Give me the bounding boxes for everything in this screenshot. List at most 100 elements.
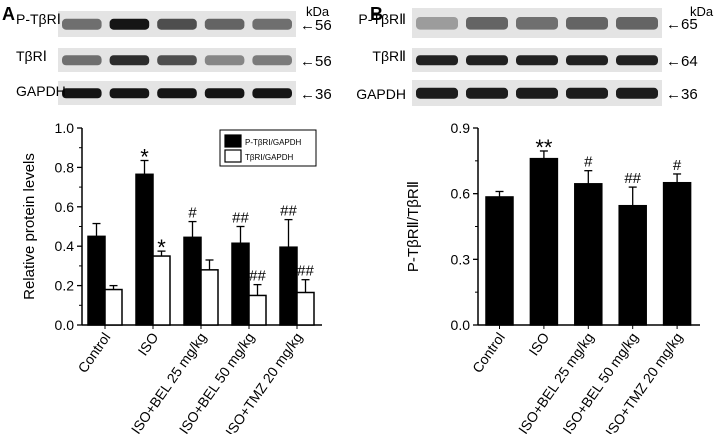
x-tick-label: Control: [469, 330, 508, 376]
bar: [104, 288, 123, 326]
blot-band: [204, 88, 245, 99]
panel-label-a: A: [2, 4, 15, 24]
blot-label: P-TβRⅠ: [16, 11, 61, 27]
blot-label: GAPDH: [16, 83, 66, 99]
blot-band: [157, 55, 197, 66]
significance-label: *: [157, 235, 166, 260]
significance-label: ##: [280, 203, 297, 220]
bar: [279, 246, 298, 326]
panel-label-b: B: [370, 4, 383, 24]
bar: [87, 235, 106, 326]
x-tick-label: ISO+TMZ 20 mg/kg: [602, 330, 685, 434]
blot-band: [566, 87, 608, 99]
blot-band: [616, 17, 658, 30]
bar: [135, 173, 154, 326]
blot-row-0-1: TβRⅠ ←56: [16, 48, 332, 72]
blot-label: TβRⅡ: [372, 48, 406, 64]
significance-label: ##: [297, 263, 314, 280]
chart-a: 0.0 0.2 0.4 0.6 0.8 1.0 Relative protein level…: [21, 120, 322, 434]
y-axis-label: Relative protein levels: [21, 153, 38, 300]
y-tick-label: 0.0: [55, 317, 75, 333]
blot-band: [109, 88, 150, 99]
blot-band: [109, 18, 150, 30]
western-blots: P-TβRⅠ ←56 TβRⅠ ←56 GAPDH ←36 P-TβRⅡ ←65 TβRⅡ ←64…: [16, 4, 714, 106]
blot-band: [204, 18, 245, 30]
blot-band: [566, 17, 608, 30]
significance-label: **: [535, 135, 553, 160]
legend-swatch: [224, 134, 242, 148]
x-tick-label: ISO: [525, 329, 552, 358]
blot-band: [416, 17, 458, 30]
kda-header-b: kDa: [690, 4, 714, 19]
y-tick-label: 1.0: [55, 120, 75, 136]
y-axis-label: P-TβRⅡ/TβRⅡ: [405, 181, 422, 272]
blot-band: [62, 88, 102, 99]
blot-kda-marker: ←56: [300, 17, 332, 34]
x-tick-label: ISO: [135, 329, 162, 358]
blot-band: [616, 55, 658, 66]
blot-row-0-0: P-TβRⅠ ←56: [16, 11, 332, 37]
blot-row-1-0: P-TβRⅡ ←65: [358, 8, 698, 38]
blot-kda-marker: ←36: [300, 86, 332, 103]
x-tick-label: Control: [74, 330, 113, 376]
blot-kda-marker: ←56: [300, 53, 332, 70]
bar: [662, 181, 692, 326]
y-tick-label: 0.2: [55, 278, 75, 294]
blot-band: [466, 17, 508, 30]
blot-band: [109, 55, 150, 66]
legend-label: P-TβRⅠ/GAPDH: [245, 138, 302, 147]
blot-band: [157, 88, 197, 99]
bar: [200, 269, 219, 326]
blot-kda-marker: ←36: [666, 86, 698, 103]
blot-label: GAPDH: [356, 86, 406, 102]
blot-band: [416, 55, 458, 66]
bar: [529, 157, 559, 326]
bar: [485, 196, 514, 326]
blot-band: [566, 55, 608, 66]
bar: [152, 255, 171, 326]
significance-label: *: [140, 145, 149, 170]
blot-band: [616, 87, 658, 99]
blot-band: [252, 88, 292, 99]
blot-row-1-2: GAPDH ←36: [356, 80, 698, 106]
blot-kda-marker: ←64: [666, 53, 698, 70]
blot-kda-marker: ←65: [666, 16, 698, 33]
significance-label: #: [673, 157, 682, 174]
blot-band: [252, 18, 292, 30]
y-tick-label: 0.0: [451, 317, 471, 333]
bar: [248, 294, 267, 326]
blot-label: TβRⅠ: [16, 48, 47, 64]
legend: P-TβRⅠ/GAPDH TβRⅠ/GAPDH: [219, 129, 317, 167]
legend-swatch: [224, 149, 242, 163]
bar: [574, 183, 603, 326]
y-tick-label: 0.6: [55, 199, 75, 215]
significance-label: ##: [624, 170, 641, 187]
bar: [618, 204, 647, 326]
blot-band: [466, 55, 508, 66]
blot-row-0-2: GAPDH ←36: [16, 81, 332, 105]
blot-band: [252, 55, 292, 66]
blot-band: [62, 55, 102, 66]
blot-band: [204, 55, 245, 66]
blot-label: P-TβRⅡ: [358, 11, 406, 27]
blot-band: [516, 87, 558, 99]
blot-band: [516, 55, 558, 66]
blot-row-1-1: TβRⅡ ←64: [372, 48, 698, 72]
blot-band: [416, 87, 458, 99]
y-tick-label: 0.8: [55, 159, 75, 175]
chart-b: 0.00.30.60.9P-TβRⅡ/TβRⅡ**####Control ISOI…: [405, 120, 700, 434]
significance-label: ##: [232, 210, 249, 227]
legend-label: TβRⅠ/GAPDH: [245, 153, 294, 162]
significance-label: ##: [249, 268, 266, 285]
bar: [183, 236, 202, 326]
y-tick-label: 0.9: [451, 120, 471, 136]
significance-label: #: [584, 154, 593, 171]
kda-header-a: kDa: [306, 4, 330, 19]
blot-band: [62, 18, 102, 30]
y-tick-label: 0.3: [451, 251, 471, 267]
bar: [296, 291, 315, 326]
y-tick-label: 0.6: [451, 186, 471, 202]
bar: [231, 242, 250, 326]
blot-band: [516, 17, 558, 30]
